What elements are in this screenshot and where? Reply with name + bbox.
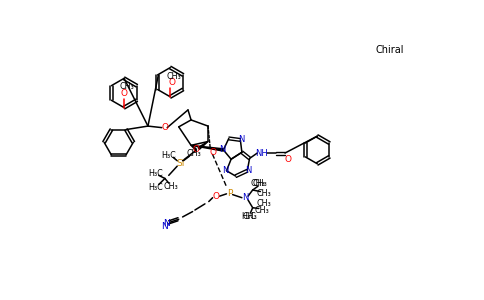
Text: CH₃: CH₃	[243, 212, 258, 221]
Text: N: N	[219, 146, 225, 154]
Text: O: O	[209, 148, 216, 157]
Text: N: N	[242, 193, 248, 202]
Text: CH₃: CH₃	[253, 179, 268, 188]
Text: N: N	[238, 135, 244, 144]
Text: CH₃: CH₃	[256, 200, 271, 208]
Text: CH₃: CH₃	[255, 206, 269, 215]
Text: Chiral: Chiral	[376, 45, 404, 55]
Text: N: N	[245, 166, 251, 175]
Text: H₃C: H₃C	[148, 169, 163, 178]
Text: H₃C: H₃C	[161, 151, 176, 160]
Text: P: P	[227, 189, 232, 198]
Polygon shape	[198, 142, 208, 149]
Text: O: O	[193, 146, 200, 154]
Text: CH₃: CH₃	[119, 82, 134, 91]
Text: H₃C: H₃C	[242, 212, 256, 221]
Text: Si: Si	[176, 158, 184, 167]
Text: O: O	[168, 79, 175, 88]
Polygon shape	[191, 145, 196, 150]
Text: CH₃: CH₃	[251, 179, 265, 188]
Text: O: O	[121, 89, 128, 98]
Text: CH₃: CH₃	[167, 71, 182, 80]
Text: NH: NH	[256, 148, 268, 158]
Polygon shape	[191, 145, 224, 151]
Text: N: N	[163, 219, 170, 228]
Text: O: O	[285, 155, 291, 164]
Text: O: O	[161, 123, 168, 132]
Text: N: N	[162, 223, 168, 232]
Text: CH₃: CH₃	[186, 149, 201, 158]
Text: CH₃: CH₃	[256, 189, 271, 198]
Text: N: N	[223, 166, 229, 175]
Text: CH₃: CH₃	[164, 182, 179, 191]
Text: H₃C: H₃C	[148, 183, 163, 192]
Text: O: O	[212, 192, 219, 201]
